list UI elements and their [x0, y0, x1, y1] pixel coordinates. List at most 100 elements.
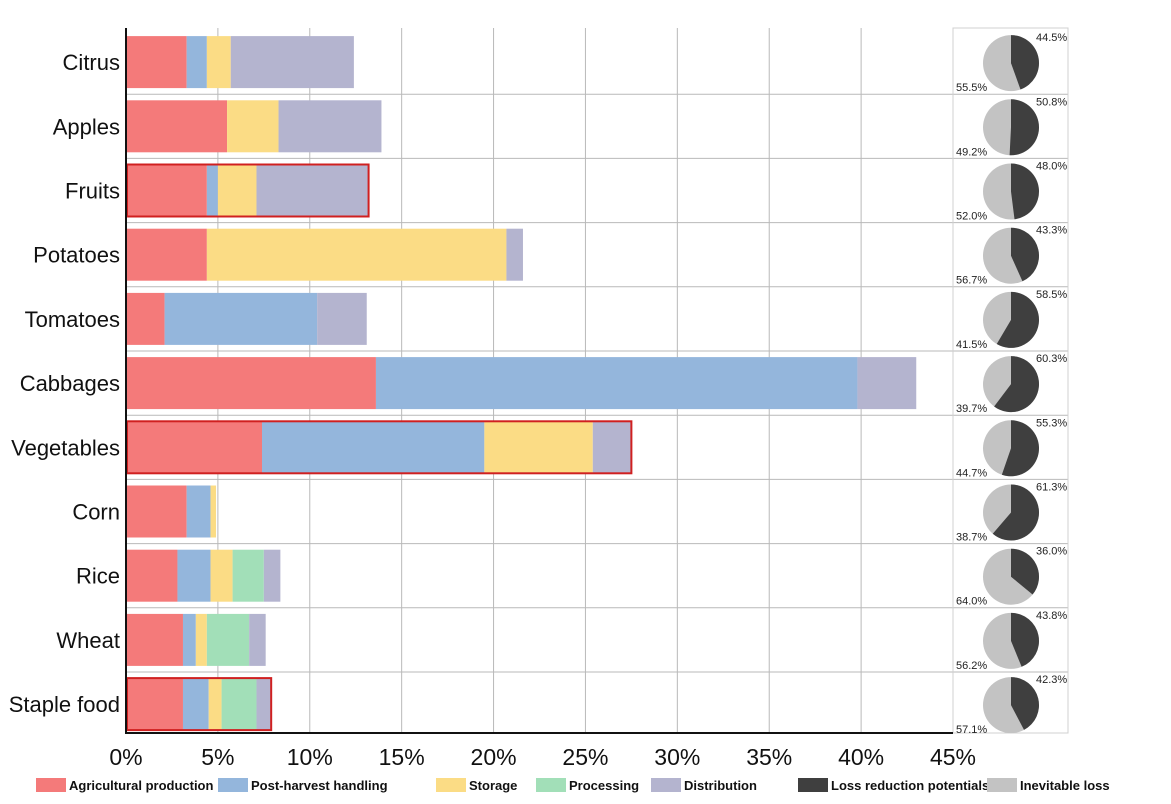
pie-wheat: 43.8% 56.2%	[956, 610, 1067, 672]
pie-slice-reduction-citrus	[1011, 35, 1040, 90]
pie-label-inevitable: 38.7%	[956, 532, 987, 544]
bar-staple-food-agricultural-production	[126, 678, 183, 731]
x-tick-label: 20%	[471, 744, 517, 770]
stacked-bars	[126, 36, 917, 731]
legend-label-loss-reduction-potentials: Loss reduction potentials	[831, 778, 989, 793]
x-tick-label: 45%	[930, 744, 976, 770]
legend-item-storage: Storage	[436, 778, 517, 793]
bar-potatoes-distribution	[506, 228, 523, 281]
pie-slice-reduction-wheat	[1011, 612, 1040, 667]
category-label-citrus: Citrus	[63, 50, 120, 75]
x-tick-label: 5%	[201, 744, 234, 770]
pie-tomatoes: 58.5% 41.5%	[956, 289, 1067, 351]
pie-slice-reduction-potatoes	[1011, 227, 1040, 282]
pie-slice-reduction-corn	[992, 484, 1039, 541]
category-label-corn: Corn	[72, 500, 120, 525]
pie-label-inevitable: 64.0%	[956, 596, 987, 608]
legend-swatch-storage	[436, 778, 466, 792]
pie-slice-reduction-cabbages	[994, 356, 1040, 413]
legend-item-inevitable-loss: Inevitable loss	[987, 778, 1110, 793]
pie-label-reduction: 42.3%	[1036, 674, 1067, 686]
legend-swatch-agricultural-production	[36, 778, 66, 792]
pie-label-inevitable: 56.2%	[956, 660, 987, 672]
bar-staple-food-processing	[221, 678, 257, 731]
pie-label-reduction: 50.8%	[1036, 96, 1067, 108]
pie-label-reduction: 58.5%	[1036, 289, 1067, 301]
pie-label-inevitable: 57.1%	[956, 724, 987, 736]
pie-slice-reduction-fruits	[1011, 163, 1040, 220]
pie-label-inevitable: 55.5%	[956, 82, 987, 94]
legend-item-loss-reduction-potentials: Loss reduction potentials	[798, 778, 989, 793]
bar-rice-agricultural-production	[126, 549, 178, 602]
pie-label-reduction: 60.3%	[1036, 353, 1067, 365]
bar-wheat-storage	[195, 613, 207, 666]
category-label-wheat: Wheat	[56, 628, 120, 653]
bar-fruits-agricultural-production	[126, 164, 207, 217]
pie-slice-reduction-apples	[1009, 99, 1040, 156]
legend-swatch-loss-reduction-potentials	[798, 778, 828, 792]
pie-label-reduction: 43.3%	[1036, 225, 1067, 237]
legend-item-processing: Processing	[536, 778, 639, 793]
pie-staple-food: 42.3% 57.1%	[956, 674, 1067, 736]
x-tick-labels: 0% 5% 10% 15% 20% 25% 30% 35% 40% 45%	[109, 744, 976, 770]
bar-fruits-distribution	[256, 164, 369, 217]
bar-vegetables-distribution	[592, 421, 632, 474]
legend-label-agricultural-production: Agricultural production	[69, 778, 214, 793]
bar-vegetables-storage	[484, 421, 593, 474]
pie-potatoes: 43.3% 56.7%	[956, 225, 1067, 287]
bar-corn-storage	[210, 485, 217, 538]
bar-wheat-processing	[206, 613, 250, 666]
bar-potatoes-agricultural-production	[126, 228, 207, 281]
bar-tomatoes-agricultural-production	[126, 292, 165, 345]
bar-fruits-post-harvest-handling	[206, 164, 218, 217]
pie-label-reduction: 44.5%	[1036, 32, 1067, 44]
pie-rice: 36.0% 64.0%	[956, 546, 1067, 608]
bar-staple-food-post-harvest-handling	[182, 678, 209, 731]
category-labels: Citrus Apples Fruits Potatoes Tomatoes Cabbag…	[9, 50, 120, 717]
legend: Agricultural production Post-harvest hand…	[36, 778, 1110, 793]
bar-potatoes-storage	[206, 228, 507, 281]
bar-citrus-storage	[206, 36, 231, 89]
legend-label-inevitable-loss: Inevitable loss	[1020, 778, 1110, 793]
bar-wheat-post-harvest-handling	[182, 613, 196, 666]
bar-wheat-agricultural-production	[126, 613, 183, 666]
legend-item-post-harvest-handling: Post-harvest handling	[218, 778, 388, 793]
legend-label-post-harvest-handling: Post-harvest handling	[251, 778, 388, 793]
pie-apples: 50.8% 49.2%	[956, 96, 1067, 158]
bar-wheat-distribution	[249, 613, 266, 666]
pie-slice-reduction-vegetables	[1001, 420, 1039, 477]
pie-slice-reduction-staple-food	[1011, 677, 1039, 730]
pie-label-inevitable: 39.7%	[956, 403, 987, 415]
category-label-cabbages: Cabbages	[20, 371, 120, 396]
x-tick-label: 15%	[379, 744, 425, 770]
legend-label-processing: Processing	[569, 778, 639, 793]
pie-vegetables: 55.3% 44.7%	[956, 417, 1067, 479]
bar-corn-agricultural-production	[126, 485, 187, 538]
legend-swatch-post-harvest-handling	[218, 778, 248, 792]
pie-label-inevitable: 56.7%	[956, 275, 987, 287]
x-tick-label: 25%	[562, 744, 608, 770]
pie-label-reduction: 61.3%	[1036, 482, 1067, 494]
x-tick-label: 30%	[654, 744, 700, 770]
pie-label-reduction: 48.0%	[1036, 161, 1067, 173]
bar-rice-processing	[232, 549, 264, 602]
pie-slice-reduction-rice	[1011, 548, 1039, 595]
axes	[125, 28, 953, 734]
pie-fruits: 48.0% 52.0%	[956, 161, 1067, 223]
x-tick-label: 0%	[109, 744, 142, 770]
bar-cabbages-post-harvest-handling	[375, 357, 858, 410]
pie-label-reduction: 36.0%	[1036, 546, 1067, 558]
bar-citrus-agricultural-production	[126, 36, 187, 89]
bar-tomatoes-post-harvest-handling	[164, 292, 318, 345]
pie-corn: 61.3% 38.7%	[956, 482, 1067, 544]
bar-vegetables-post-harvest-handling	[261, 421, 485, 474]
pie-label-inevitable: 49.2%	[956, 146, 987, 158]
legend-swatch-distribution	[651, 778, 681, 792]
bar-vegetables-agricultural-production	[126, 421, 262, 474]
legend-label-distribution: Distribution	[684, 778, 757, 793]
grid-lines	[126, 27, 1069, 734]
bar-rice-storage	[210, 549, 233, 602]
pie-citrus: 44.5% 55.5%	[956, 32, 1067, 94]
category-label-tomatoes: Tomatoes	[25, 307, 120, 332]
